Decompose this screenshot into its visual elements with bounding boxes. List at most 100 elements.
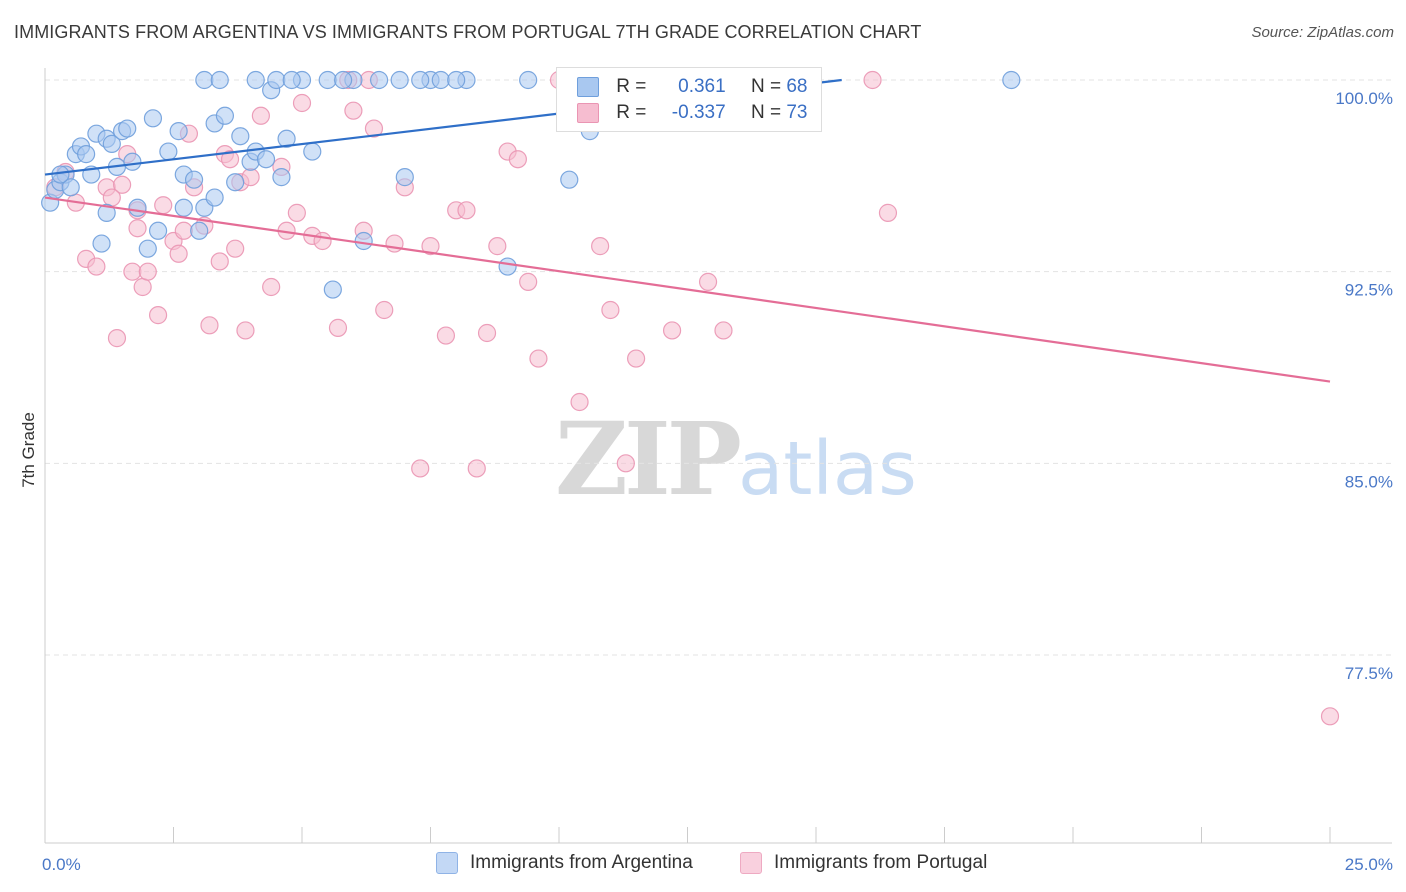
x-tick-label-max: 25.0% [1345,855,1393,874]
point-portugal [344,101,363,120]
legend-r-value-portugal: -0.337 [671,102,726,123]
point-portugal [112,175,132,194]
point-portugal [467,459,486,478]
point-argentina [190,221,209,240]
source-credit: Source: ZipAtlas.com [1251,24,1394,41]
y-axis-title: 7th Grade [19,412,38,488]
point-portugal [601,300,620,320]
point-portugal [313,231,332,251]
point-portugal [154,196,173,215]
point-portugal [87,257,106,276]
point-portugal [169,244,188,263]
watermark: ZIPatlas [555,400,917,518]
bottom-legend-argentina: Immigrants from Argentina [436,852,693,874]
point-portugal [519,272,538,291]
point-argentina [267,70,286,90]
point-argentina [226,173,245,192]
point-argentina [334,70,353,90]
series-argentina-points [41,70,1021,299]
point-portugal [626,349,646,368]
point-argentina [215,106,234,125]
point-argentina [246,70,265,90]
point-argentina [195,70,214,90]
point-portugal [287,203,306,222]
point-argentina [169,122,188,141]
point-argentina [431,70,450,90]
point-argentina [411,70,430,90]
point-argentina [148,221,168,240]
point-argentina [282,70,301,90]
point-portugal [107,329,127,348]
point-portugal [863,70,882,90]
point-portugal [662,321,682,340]
y-tick-label: 100.0% [1335,89,1393,108]
y-tick-label: 77.5% [1345,664,1393,683]
point-portugal [138,262,157,281]
point-portugal [364,119,384,138]
point-argentina [174,198,193,217]
legend-n-label: N = [750,102,782,123]
legend-n-value-argentina: 68 [786,76,808,97]
y-tick-label: 92.5% [1345,281,1393,300]
point-portugal [241,168,260,187]
point-argentina [323,280,342,299]
point-argentina [51,165,70,184]
point-argentina [354,231,373,251]
point-portugal [436,326,456,345]
legend-r-value-argentina: 0.361 [678,76,726,97]
point-portugal [236,321,255,340]
point-argentina [143,109,163,128]
bottom-legend-label-portugal: Immigrants from Portugal [774,852,988,874]
point-portugal [133,277,152,297]
trend-line-portugal [44,196,1331,383]
point-argentina [277,129,296,148]
legend-r-label: R = [616,76,647,97]
point-argentina [231,127,250,146]
bottom-legend-swatch-argentina [436,852,458,874]
point-argentina [118,119,137,138]
point-portugal [714,321,733,340]
legend-swatch-argentina [577,76,599,97]
point-portugal [698,272,718,291]
point-argentina [390,70,409,90]
point-portugal [102,188,121,207]
point-argentina [447,70,466,90]
point-portugal [591,237,610,256]
point-argentina [318,70,337,90]
point-portugal [148,306,168,325]
point-portugal [878,203,898,222]
point-portugal [488,237,507,256]
point-argentina [159,142,178,161]
tick-labels: 77.5% 85.0% 92.5% 100.0% 0.0% 25.0% [42,89,1393,874]
chart-title: IMMIGRANTS FROM ARGENTINA VS IMMIGRANTS … [14,22,922,42]
point-argentina [61,178,80,197]
point-portugal [220,150,240,169]
point-argentina [303,142,322,161]
y-tick-label: 85.0% [1345,472,1393,491]
legend-row-argentina: R = 0.361 N = 68 [577,76,807,100]
point-argentina [272,168,291,187]
point-argentina [123,152,142,171]
point-argentina [210,70,229,90]
point-argentina [395,168,414,187]
point-portugal [328,318,348,337]
point-argentina [138,239,157,258]
point-portugal [529,349,548,368]
x-tick-label-min: 0.0% [42,855,81,874]
point-argentina [205,188,224,207]
point-portugal [174,221,193,240]
point-portugal [477,323,497,343]
point-argentina [519,70,538,90]
point-argentina [256,150,276,169]
point-portugal [292,93,312,113]
point-argentina [97,203,116,222]
point-argentina [102,134,121,153]
point-portugal [421,237,440,256]
point-portugal [1320,707,1340,726]
point-argentina [128,198,147,217]
point-argentina [92,234,111,253]
series-portugal-points [46,70,1340,726]
point-portugal [262,277,281,297]
legend-row-portugal: R = -0.337 N = 73 [577,102,807,126]
